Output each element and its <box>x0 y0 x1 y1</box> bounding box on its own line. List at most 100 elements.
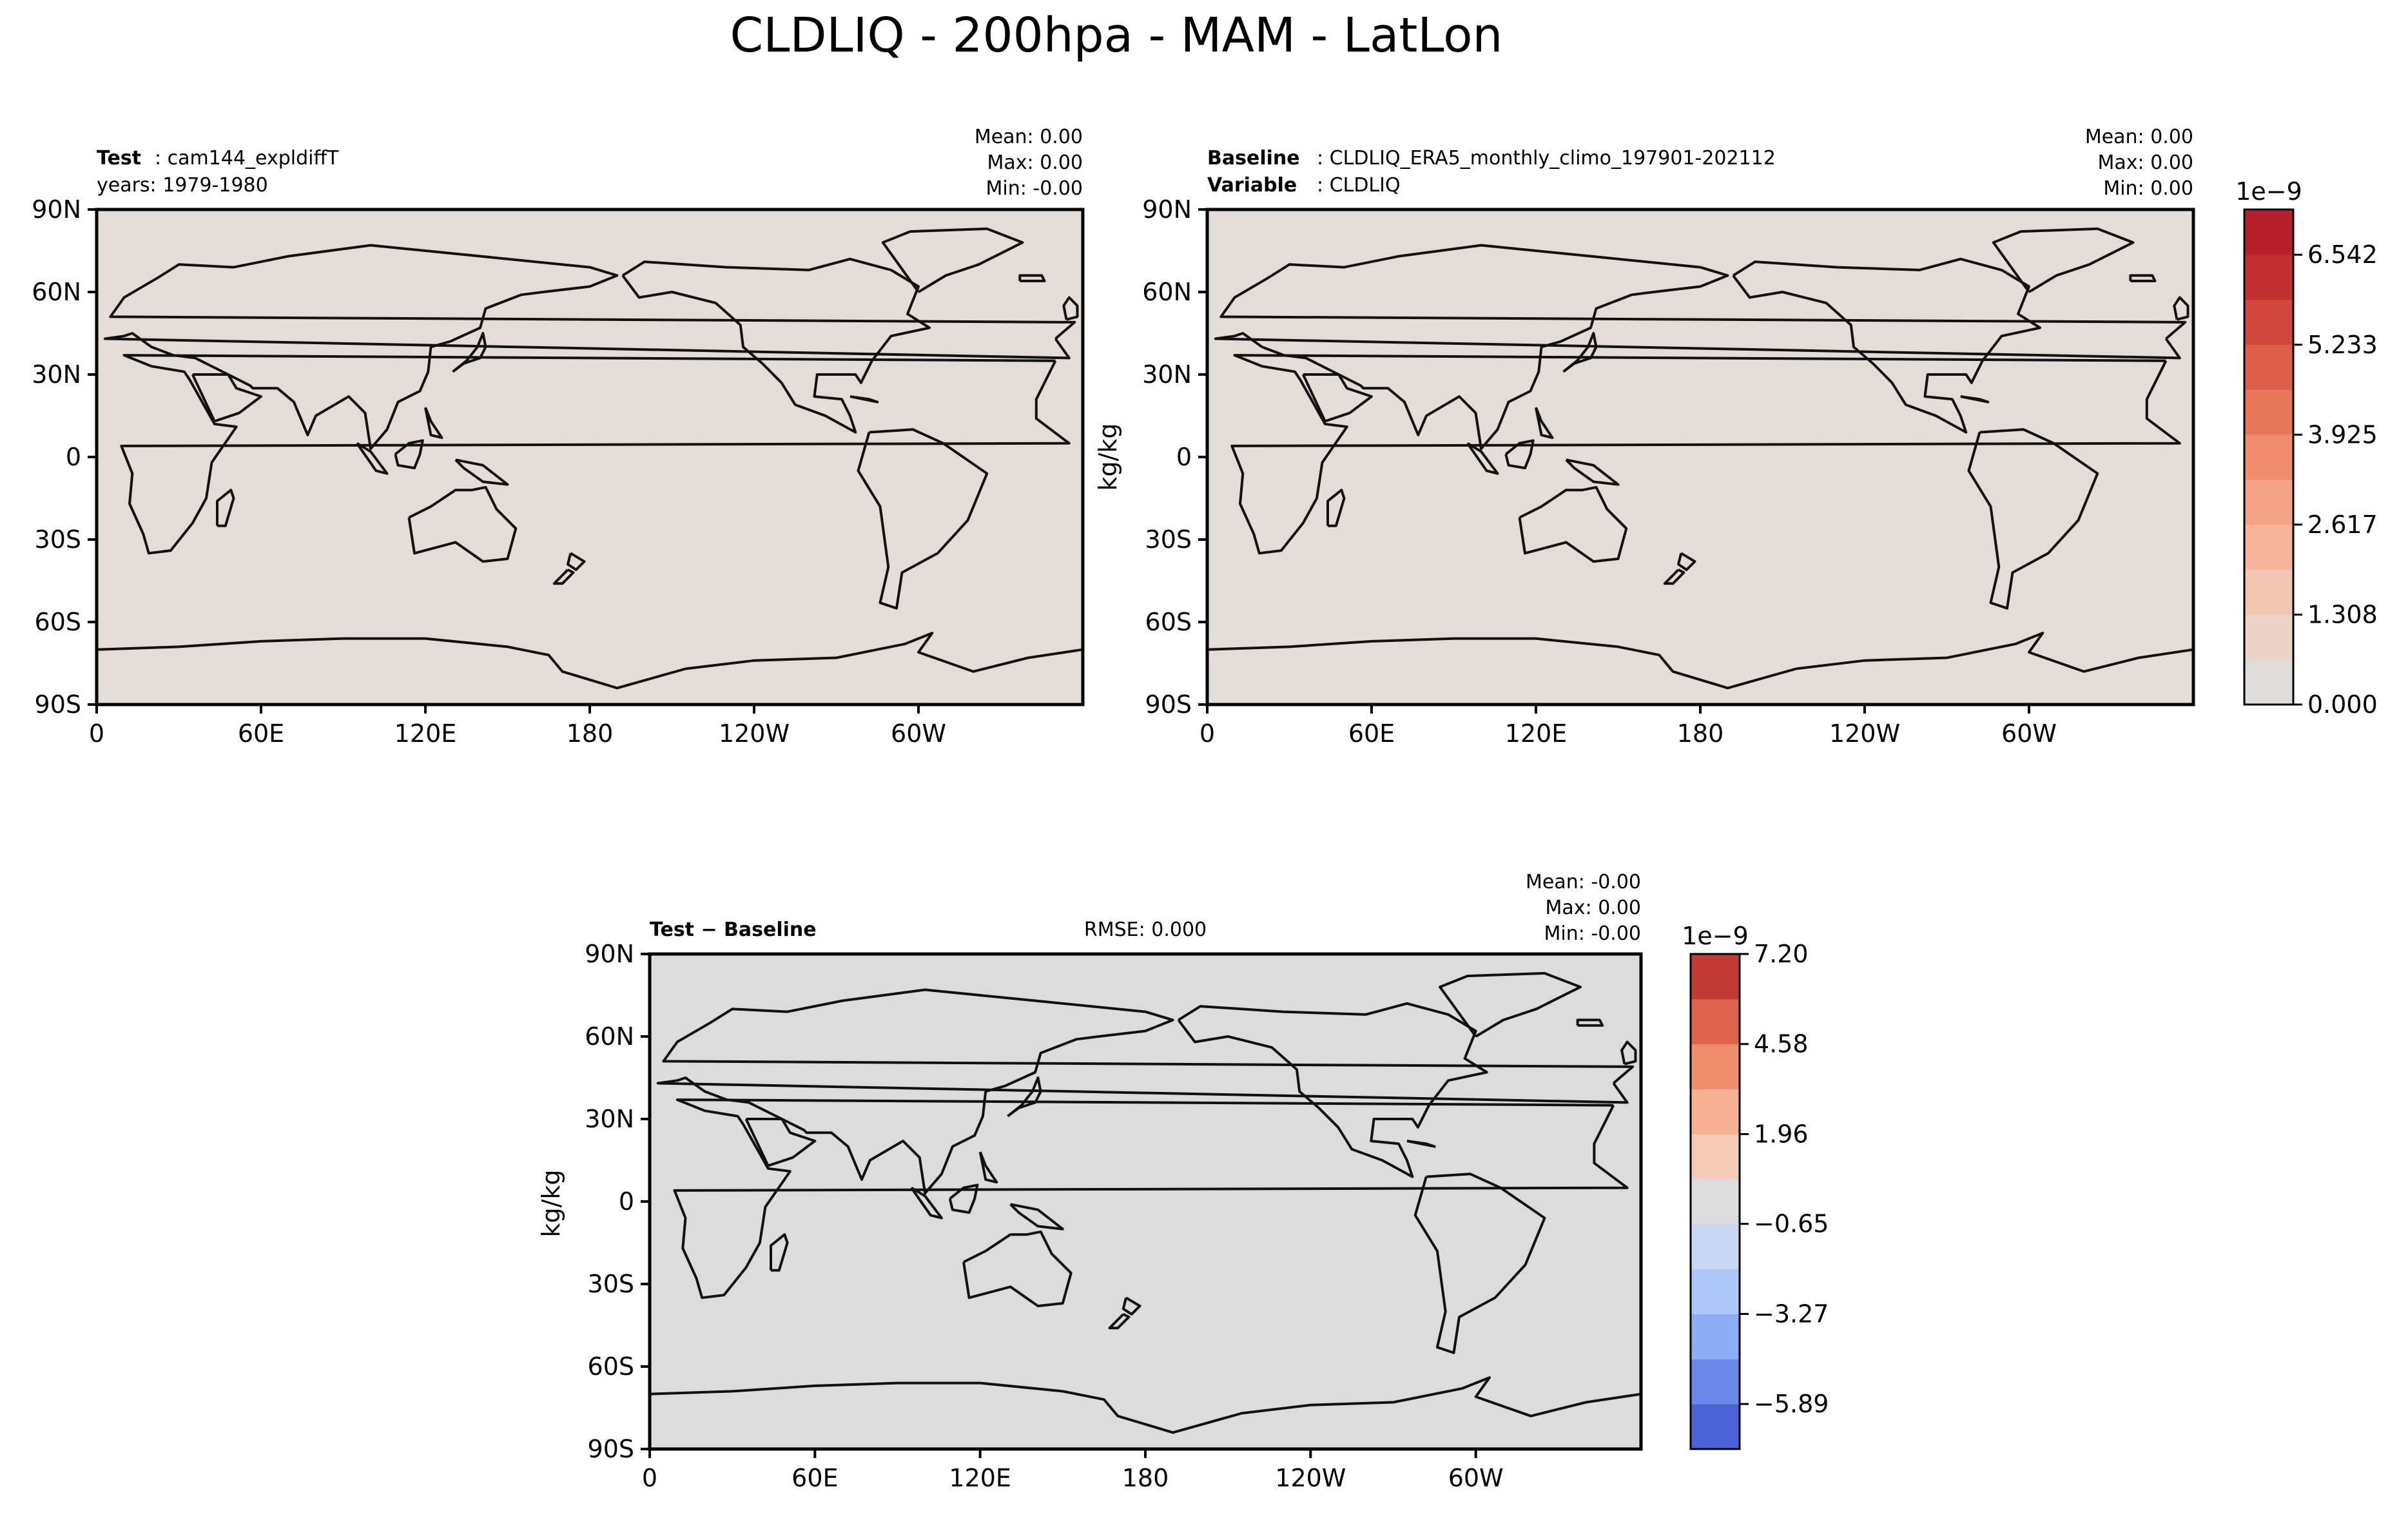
coastline-philippines <box>1535 407 1554 440</box>
x-tick-label: 120E <box>1505 719 1568 748</box>
y-tick-label: 90S <box>1145 690 1192 719</box>
x-tick-label: 120W <box>719 719 790 748</box>
coastline-nz_north <box>567 552 586 571</box>
colorbar-segment <box>2244 254 2293 300</box>
coastline-iceland <box>2129 274 2157 282</box>
panel-baseline: Baseline : CLDLIQ_ERA5_monthly_climo_197… <box>1094 126 2378 748</box>
map-field-test <box>97 209 1083 705</box>
colorbar-segment <box>2244 389 2293 435</box>
panel-baseline-min: Min: 0.00 <box>2103 177 2193 200</box>
coastline-nz_south <box>1663 569 1685 585</box>
colorbar-baseline: 1e−9 0.000 1.308 2.617 3.925 5.233 6.542 <box>2235 177 2378 719</box>
colorbar-segment <box>1691 1134 1740 1180</box>
colorbar-segment <box>2244 434 2293 480</box>
colorbar-tick-label: 1.96 <box>1754 1120 1809 1148</box>
colorbar-tick-label: 4.58 <box>1754 1030 1809 1058</box>
coastline-australia <box>962 1230 1073 1308</box>
x-tick-label: 120W <box>1275 1464 1346 1492</box>
x-tick-label: 60E <box>791 1464 838 1492</box>
colorbar-segment <box>2244 614 2293 660</box>
x-tick-label: 60E <box>238 719 284 748</box>
panel-baseline-label-value: : CLDLIQ_ERA5_monthly_climo_197901-20211… <box>1317 147 1776 170</box>
colorbar-segment <box>1691 1404 1740 1450</box>
map-area-test: 0 60E 120E 180 120W 60W 90N 60N 30N 0 30S 60S 90S <box>32 195 1085 748</box>
coastline-europe_asia <box>103 244 1076 451</box>
panel-difference-label: Test − Baseline <box>650 919 817 941</box>
colorbar-tick-label: −5.89 <box>1754 1390 1829 1418</box>
y-tick-label: 90N <box>32 195 81 224</box>
coastline-borneo <box>1504 439 1535 470</box>
coastline-africa <box>120 354 1071 555</box>
panel-test-min: Min: -0.00 <box>986 177 1083 200</box>
coastline-arabia <box>744 1118 817 1167</box>
coastline-madagascar <box>1326 489 1346 527</box>
coastline-south_america <box>1967 428 2099 610</box>
coastline-antarctica <box>1207 632 2195 706</box>
colorbar-tick-label: 2.617 <box>2307 511 2378 539</box>
y-tick-label: 30S <box>588 1270 634 1298</box>
coastline-borneo <box>948 1183 979 1214</box>
panel-difference-mean: Mean: -0.00 <box>1526 871 1641 893</box>
y-ticks-difference: 90N 60N 30N 0 30S 60S 90S <box>585 940 650 1463</box>
y-tick-label: 0 <box>66 443 81 471</box>
coastline-greenland <box>881 227 1024 293</box>
panel-baseline-sublabel-bold: Variable <box>1207 174 1297 197</box>
y-tick-label: 90S <box>588 1435 634 1463</box>
x-tick-label: 120E <box>949 1464 1011 1492</box>
y-ticks-test: 90N 60N 30N 0 30S 60S 90S <box>32 195 97 719</box>
colorbar-tick-label: 6.542 <box>2307 240 2378 269</box>
coastline-antarctica <box>96 632 1084 706</box>
x-tick-label: 180 <box>1677 719 1724 748</box>
map-area-baseline: 0 60E 120E 180 120W 60W 90N 60N 30N 0 30S 60S 90S <box>1142 195 2195 748</box>
coastline-australia <box>1518 485 1628 563</box>
colorbar-tick-label: 7.20 <box>1754 940 1809 968</box>
coastline-britain <box>1620 1040 1637 1066</box>
colorbar-segment <box>1691 1044 1740 1089</box>
coastline-japan <box>1007 1076 1042 1118</box>
y-tick-label: 60N <box>1142 278 1192 306</box>
coastline-north_america <box>1732 257 2041 434</box>
coastline-japan <box>1562 332 1598 373</box>
colorbar-segment <box>1691 1314 1740 1359</box>
y-tick-label: 60N <box>585 1022 634 1051</box>
coastline-madagascar <box>216 489 235 527</box>
coastline-north_america <box>621 257 931 434</box>
panel-baseline-sublabel-value: : CLDLIQ <box>1317 174 1401 197</box>
coastline-borneo <box>394 439 424 470</box>
x-tick-label: 0 <box>642 1464 657 1492</box>
coastline-greenland <box>1439 971 1582 1038</box>
colorbar-segment <box>1691 1179 1740 1225</box>
colorbar-segment <box>1691 998 1740 1045</box>
coastline-south_america <box>857 428 989 610</box>
panel-baseline-max: Max: 0.00 <box>2098 151 2193 174</box>
x-tick-label: 0 <box>1199 719 1215 748</box>
coastline-sumatra <box>910 1186 943 1220</box>
colorbar-segment <box>1691 1269 1740 1315</box>
coastline-sumatra <box>356 442 389 475</box>
x-tick-label: 180 <box>1122 1464 1169 1492</box>
x-ticks-difference: 0 60E 120E 180 120W 60W <box>642 1449 1504 1492</box>
y-tick-label: 0 <box>1176 443 1192 471</box>
coastline-australia <box>407 485 518 563</box>
x-tick-label: 60W <box>2001 719 2057 748</box>
colorbar-segment <box>2244 344 2293 390</box>
coastline-new_guinea <box>1565 458 1620 486</box>
x-tick-label: 60W <box>1448 1464 1504 1492</box>
y-tick-label: 90N <box>585 940 634 968</box>
colorbar-segment <box>2244 299 2293 345</box>
panel-test-label-bold: Test <box>97 147 141 170</box>
coastlines-baseline <box>1207 227 2195 706</box>
coastline-cuba <box>850 395 879 404</box>
colorbar-frame <box>2243 208 2295 706</box>
panel-difference-rmse: RMSE: 0.000 <box>1084 919 1207 941</box>
colorbar-segment <box>2244 209 2293 255</box>
panel-test-mean: Mean: 0.00 <box>975 126 1083 148</box>
y-tick-label: 30N <box>1142 360 1192 389</box>
y-tick-label: 30S <box>35 525 81 554</box>
colorbar-segment <box>1691 954 1740 1000</box>
coastline-nz_south <box>1108 1313 1131 1330</box>
y-tick-label: 60S <box>588 1352 634 1381</box>
colorbar-segment <box>1691 1223 1740 1270</box>
y-tick-label: 30N <box>585 1105 634 1133</box>
